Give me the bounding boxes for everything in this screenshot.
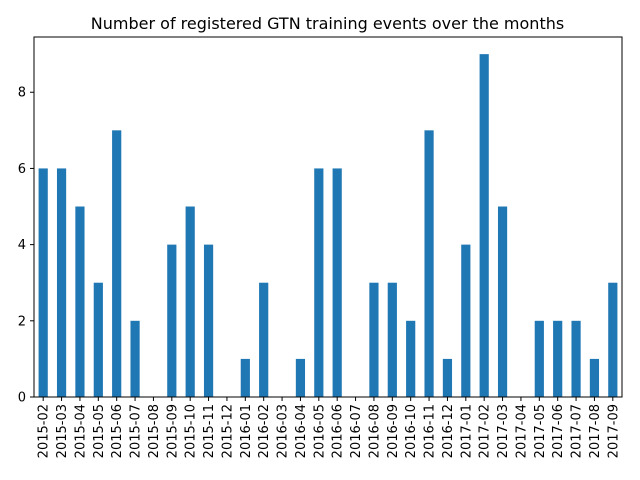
bar-2015-10 [185,206,195,397]
bar-2017-06 [553,320,563,397]
bar-2017-01 [461,244,471,397]
bar-2017-07 [571,320,581,397]
bar-2016-06 [332,168,342,397]
x-tick-label: 2016-06 [331,404,346,458]
x-tick-label: 2016-12 [441,404,456,458]
x-tick-label: 2016-10 [404,404,419,458]
bar-2015-06 [112,130,122,397]
x-tick-label: 2015-03 [55,404,70,458]
x-tick-label: 2017-06 [551,404,566,458]
bar-2015-07 [130,320,140,397]
x-tick-label: 2017-04 [514,404,529,458]
chart-title: Number of registered GTN training events… [91,14,564,33]
bar-2015-03 [56,168,67,397]
plot-frame [33,36,623,398]
x-tick-label: 2016-08 [367,404,382,458]
bar-2015-11 [203,244,214,397]
y-axis: 0 2 4 6 8 [18,86,34,406]
bar-2016-05 [314,168,324,397]
bar-2015-02 [38,168,48,397]
bar-2017-05 [534,320,544,397]
bar-2017-09 [608,282,618,397]
x-tick-label: 2017-05 [533,404,548,458]
bar-2016-04 [295,358,306,397]
bar-2016-10 [406,320,416,397]
bar-2016-01 [240,358,250,397]
bar-2016-11 [424,130,434,397]
y-tick-label: 0 [18,391,26,406]
x-tick-label: 2015-07 [129,404,144,458]
bar-2016-12 [442,358,453,397]
y-tick-label: 8 [18,86,26,101]
y-tick-label: 4 [18,238,26,253]
x-tick-label: 2015-04 [73,404,88,458]
bar-2016-08 [369,282,379,397]
bar-2016-09 [387,282,397,397]
x-tick-label: 2017-07 [570,404,585,458]
x-tick-label: 2016-03 [276,404,291,458]
x-axis: 2015-02 2015-03 2015-04 2015-05 2015-06 2015-… [37,397,621,458]
x-tick-label: 2017-01 [459,404,474,458]
x-tick-label: 2015-09 [165,404,180,458]
bar-2017-08 [589,358,600,397]
y-tick-label: 6 [18,162,26,177]
x-tick-label: 2016-07 [349,404,364,458]
bar-2015-05 [93,282,103,397]
x-tick-label: 2016-11 [423,404,438,458]
x-tick-label: 2016-05 [312,404,327,458]
bar-2016-02 [259,282,269,397]
x-tick-label: 2017-03 [496,404,511,458]
x-tick-label: 2015-02 [37,404,52,458]
x-tick-label: 2017-02 [478,404,493,458]
y-tick-label: 2 [18,314,26,329]
x-tick-label: 2016-04 [294,404,309,458]
x-tick-label: 2016-09 [386,404,401,458]
bar-2015-09 [167,244,177,397]
x-tick-label: 2016-01 [239,404,254,458]
x-tick-label: 2015-08 [147,404,162,458]
x-tick-label: 2015-12 [220,404,235,458]
x-tick-label: 2017-09 [606,404,621,458]
x-tick-label: 2015-10 [184,404,199,458]
x-tick-label: 2015-06 [110,404,125,458]
x-tick-label: 2015-11 [202,404,217,458]
bar-2015-04 [75,206,85,397]
x-tick-label: 2017-08 [588,404,603,458]
bar-2017-03 [497,206,508,397]
bar-2017-02 [479,54,489,397]
x-tick-label: 2015-05 [92,404,107,458]
x-tick-label: 2016-02 [257,404,272,458]
bars-group [38,54,618,397]
